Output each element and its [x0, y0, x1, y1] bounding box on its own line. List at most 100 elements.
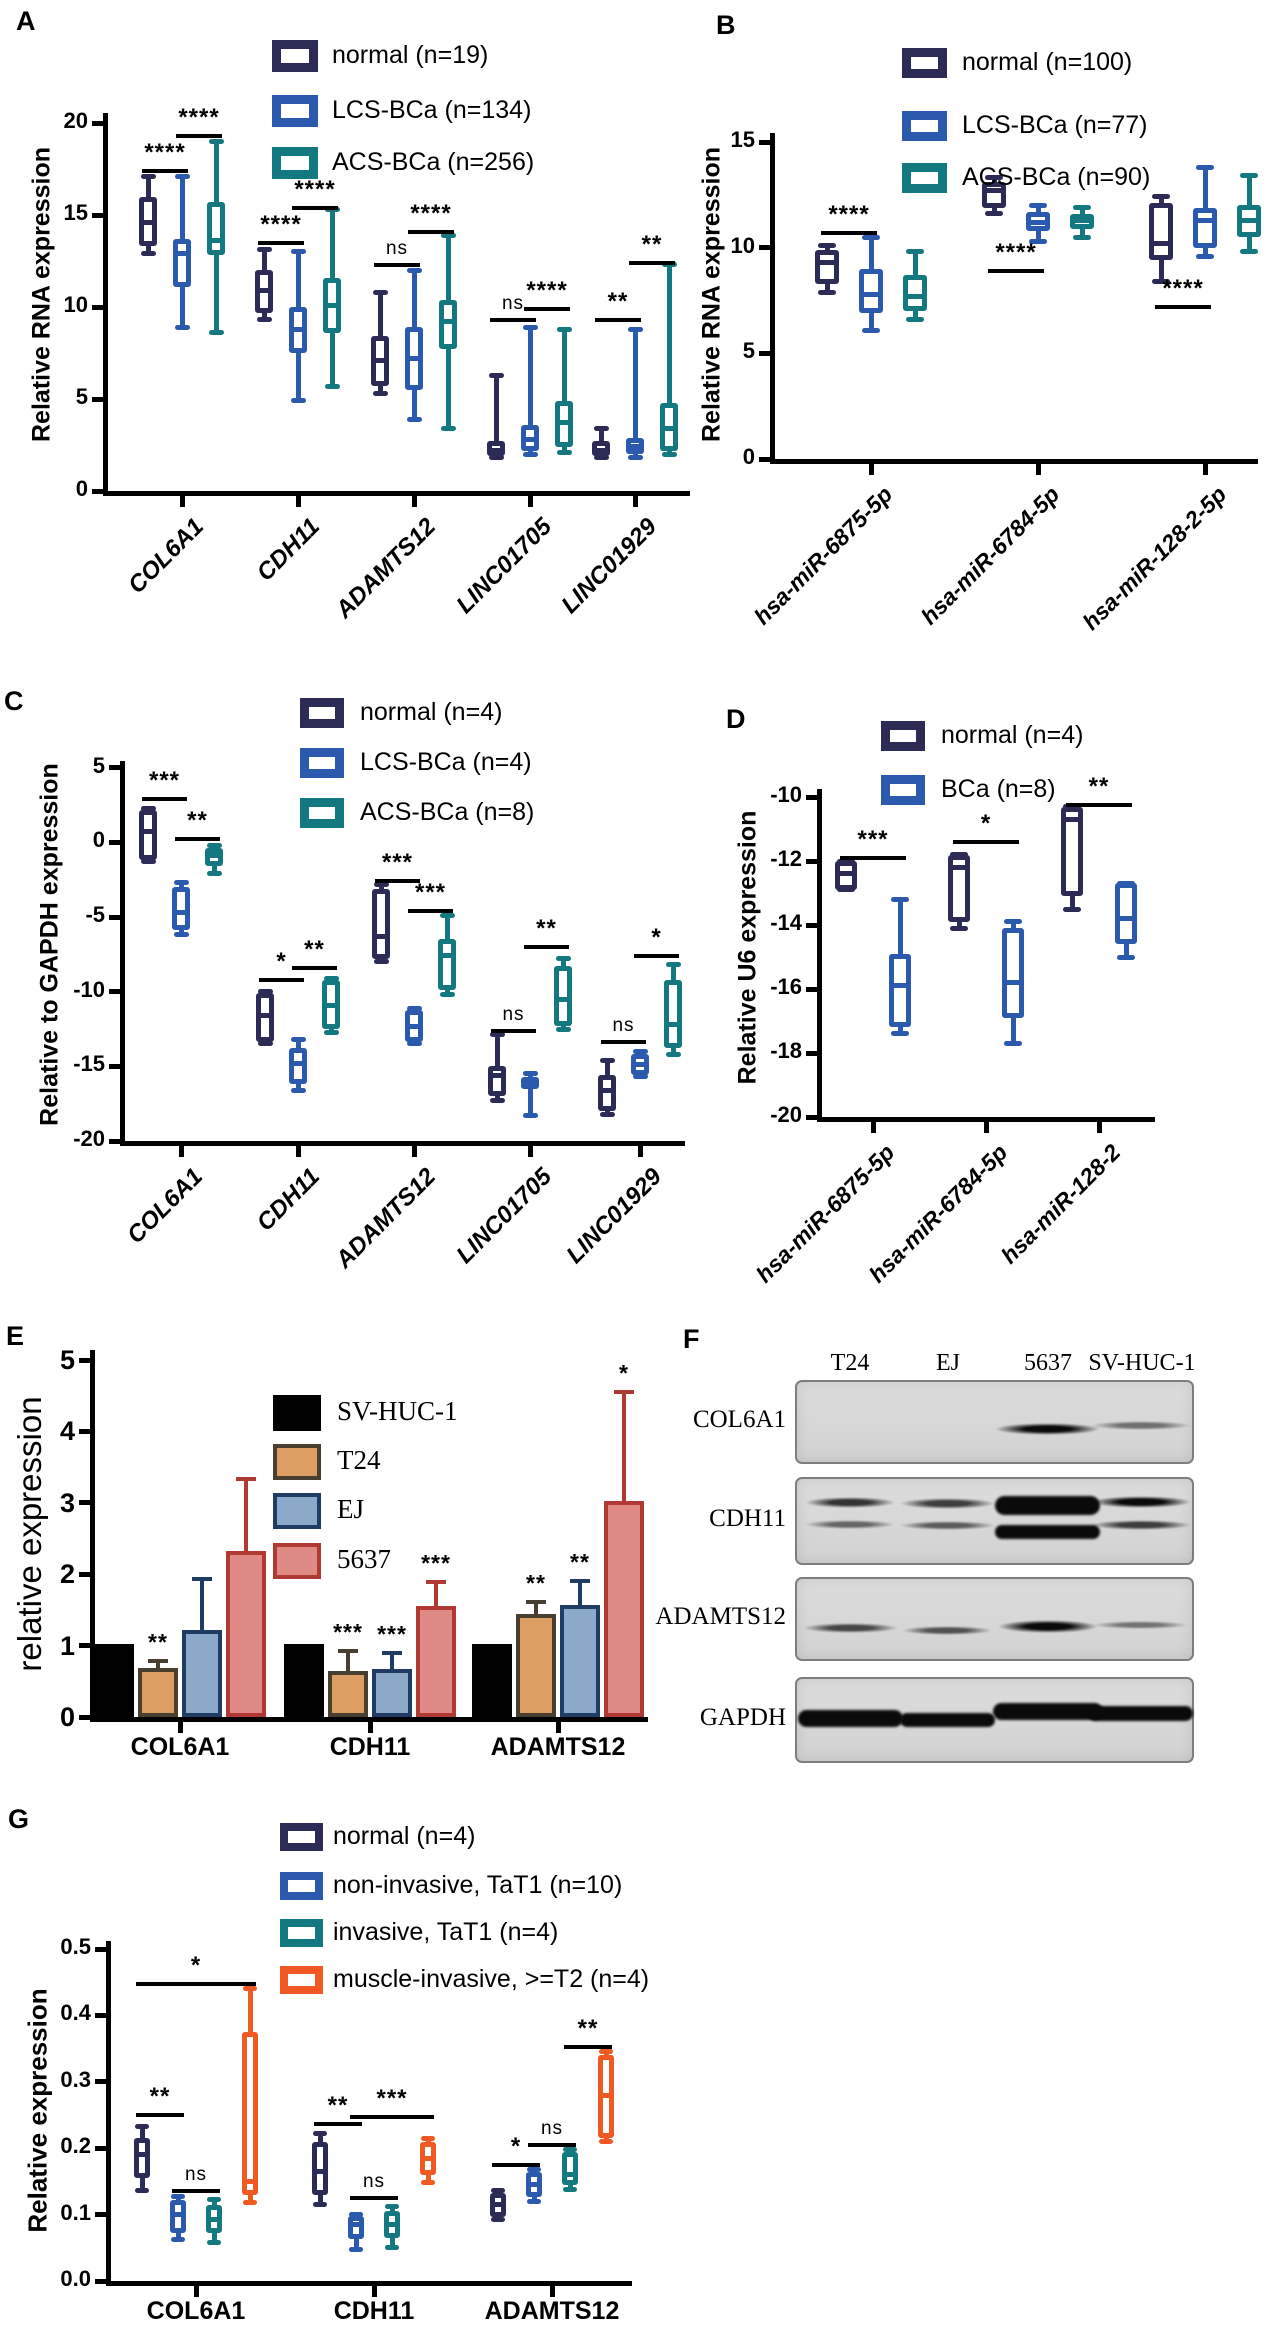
whisker-cap — [324, 383, 340, 389]
whisker-cap — [406, 1041, 422, 1047]
median-line — [293, 1060, 303, 1066]
blot-band — [1090, 1519, 1191, 1530]
median-line — [316, 2168, 324, 2174]
significance-line — [350, 2114, 434, 2119]
whisker-cap — [421, 2135, 435, 2141]
legend-label: EJ — [337, 1494, 364, 1525]
median-line — [424, 2155, 432, 2161]
y-tick — [109, 1063, 120, 1069]
box — [439, 299, 457, 350]
median-line — [602, 1087, 612, 1093]
significance-label: * — [510, 2132, 522, 2160]
error-bar — [390, 1652, 394, 1670]
bar — [472, 1644, 512, 1717]
significance-line — [314, 2121, 362, 2126]
y-tick-label: 5 — [59, 1345, 75, 1375]
significance-label: *** — [421, 1550, 451, 1577]
x-tick — [193, 2286, 199, 2297]
blot-band — [802, 1623, 898, 1634]
whisker-cap — [290, 1036, 306, 1042]
bar — [516, 1614, 556, 1717]
whisker-cap — [599, 1111, 615, 1117]
median-line — [442, 953, 452, 959]
whisker-cap — [563, 2186, 577, 2192]
box — [1002, 928, 1024, 1018]
blot-band — [1093, 1621, 1189, 1629]
box — [889, 953, 911, 1028]
significance-label: **** — [260, 210, 302, 238]
whisker-cap — [1196, 164, 1214, 170]
legend-swatch — [902, 48, 947, 78]
y-tick — [109, 839, 120, 845]
panel-label-a: A — [16, 6, 36, 36]
significance-line — [175, 837, 220, 842]
y-tick — [79, 1428, 90, 1434]
significance-line — [408, 909, 453, 914]
y-axis-title: Relative expression — [22, 1988, 53, 2233]
x-tick — [983, 1122, 989, 1133]
median-line — [209, 853, 219, 859]
legend-swatch — [902, 111, 947, 141]
whisker — [561, 329, 567, 453]
significance-line — [595, 317, 641, 322]
legend-label: muscle-invasive, >=T2 (n=4) — [333, 1964, 650, 1993]
whisker-cap — [491, 2187, 505, 2193]
blot-row-label: GAPDH — [699, 1704, 786, 1731]
y-tick — [95, 2278, 106, 2284]
y-tick-label: -10 — [73, 976, 105, 1002]
legend-label: ACS-BCa (n=256) — [332, 147, 535, 176]
whisker-cap — [174, 173, 190, 179]
whisker-cap — [627, 455, 643, 461]
category-label: hsa-miR-128-2 — [995, 1139, 1126, 1269]
y-axis — [90, 1350, 95, 1722]
legend-swatch — [881, 775, 925, 805]
whisker-cap — [522, 1113, 538, 1119]
significance-line — [564, 2044, 612, 2049]
legend-label: BCa (n=8) — [941, 774, 1056, 803]
median-line — [143, 219, 153, 225]
panel-label-d: D — [726, 704, 746, 734]
significance-line — [490, 317, 536, 322]
y-tick-label: -10 — [770, 782, 802, 807]
box — [348, 2215, 364, 2240]
whisker-cap — [527, 2198, 541, 2204]
median-line — [326, 1002, 336, 1008]
median-line — [530, 2182, 538, 2188]
y-tick — [806, 1050, 817, 1056]
median-line — [293, 326, 303, 332]
significance-line — [629, 260, 675, 265]
significance-line — [821, 230, 877, 235]
significance-line — [1155, 304, 1211, 309]
blot-band — [995, 1422, 1101, 1435]
legend-swatch — [902, 163, 947, 193]
category-label: hsa-miR-6784-5p — [915, 481, 1065, 630]
significance-label: ns — [362, 2171, 386, 2192]
median-line — [893, 983, 907, 989]
error-bar — [346, 1650, 350, 1671]
median-line — [525, 1078, 535, 1084]
y-tick — [109, 914, 120, 920]
box — [598, 1075, 616, 1112]
legend-label: LCS-BCa (n=4) — [360, 747, 532, 776]
x-tick — [367, 1722, 373, 1733]
blot-band — [997, 1620, 1098, 1634]
significance-label: ** — [607, 287, 629, 315]
error-bar-cap — [236, 1477, 256, 1482]
y-tick-label: 15 — [63, 200, 88, 225]
significance-line — [524, 944, 569, 949]
y-tick-label: -20 — [73, 1126, 105, 1151]
y-tick — [806, 858, 817, 864]
y-tick-label: -5 — [85, 902, 105, 928]
significance-label: * — [190, 1952, 202, 1980]
significance-label: ns — [385, 237, 409, 259]
whisker-cap — [1004, 919, 1022, 925]
median-line — [566, 2172, 574, 2178]
significance-line — [953, 839, 1019, 844]
whisker-cap — [891, 896, 909, 902]
category-label: ADAMTS12 — [490, 1733, 626, 1761]
whisker-cap — [208, 330, 224, 336]
x-tick — [411, 496, 417, 507]
significance-line — [492, 2162, 540, 2167]
x-tick — [868, 464, 874, 475]
blot-row-label: ADAMTS12 — [655, 1603, 786, 1630]
